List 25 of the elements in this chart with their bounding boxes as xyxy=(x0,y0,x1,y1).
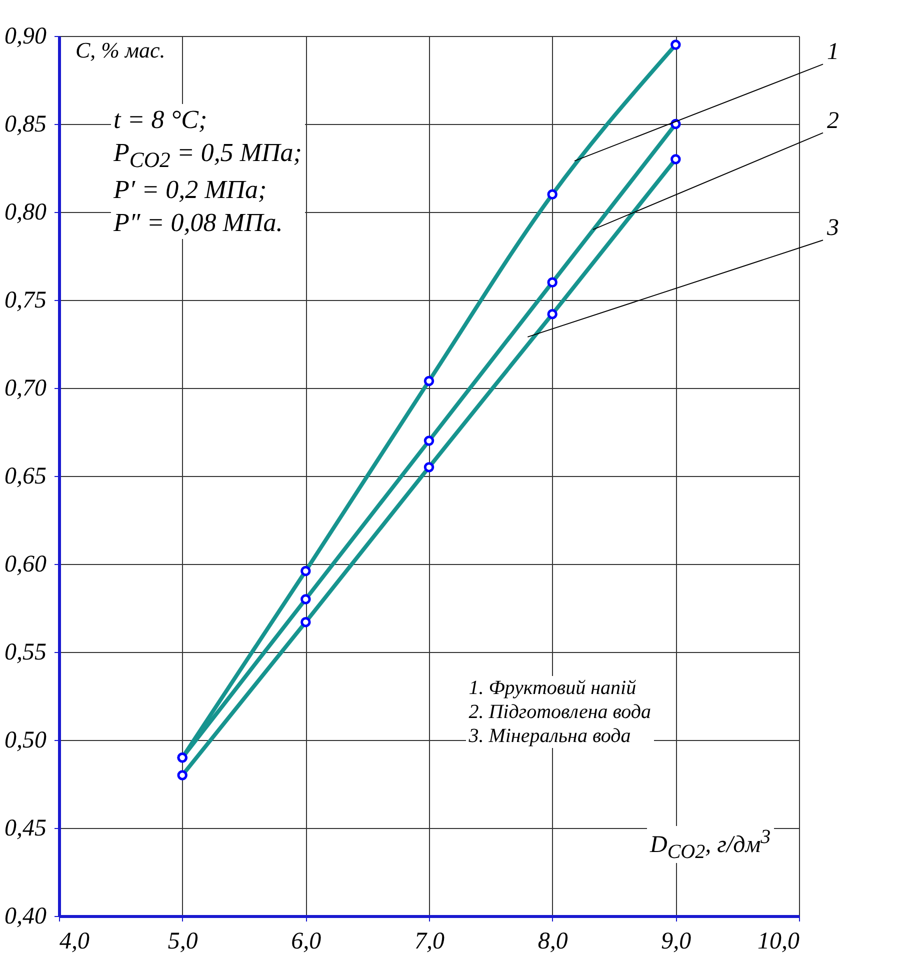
y-tick-label: 0,90 xyxy=(4,24,46,50)
annotation: 1 xyxy=(827,39,839,66)
x-tick-label: 6,0 xyxy=(291,928,322,954)
x-tick-label: 8,0 xyxy=(538,928,568,954)
y-tick-label: 0,85 xyxy=(4,112,46,138)
annotation: 2 xyxy=(827,108,839,134)
x-axis-title: D$_{CO2}$, г/дм$^{3}$ xyxy=(647,826,774,863)
x-tick-label: 9,0 xyxy=(661,928,692,954)
x-tick-label: 5,0 xyxy=(168,928,198,954)
x-tick-label: 4,0 xyxy=(60,928,90,954)
annotation: t = 8 °C; P$_{CO2}$ = 0,5 МПа; P′ = 0,2 МПа; P″ = 0,08 МПа. xyxy=(110,104,305,240)
y-tick-label: 0,45 xyxy=(4,816,46,842)
y-tick-label: 0,75 xyxy=(4,288,46,314)
y-tick-label: 0,55 xyxy=(4,640,46,666)
y-tick-label: 0,50 xyxy=(4,728,46,754)
annotation: 3 xyxy=(826,215,839,242)
x-tick-label: 7,0 xyxy=(414,928,444,954)
y-tick-label: 0,65 xyxy=(4,464,46,490)
x-tick-label: 10,0 xyxy=(758,928,800,954)
y-tick-label: 0,60 xyxy=(4,552,46,578)
y-axis-title: C, % мас. xyxy=(76,38,166,62)
y-tick-label: 0,70 xyxy=(4,376,46,402)
y-tick-label: 0,80 xyxy=(4,200,46,226)
y-tick-label: 0,40 xyxy=(4,904,46,930)
annotation: 1. Фруктовий напій 2. Підготовлена вода 3. Мінеральна вода xyxy=(466,676,654,748)
